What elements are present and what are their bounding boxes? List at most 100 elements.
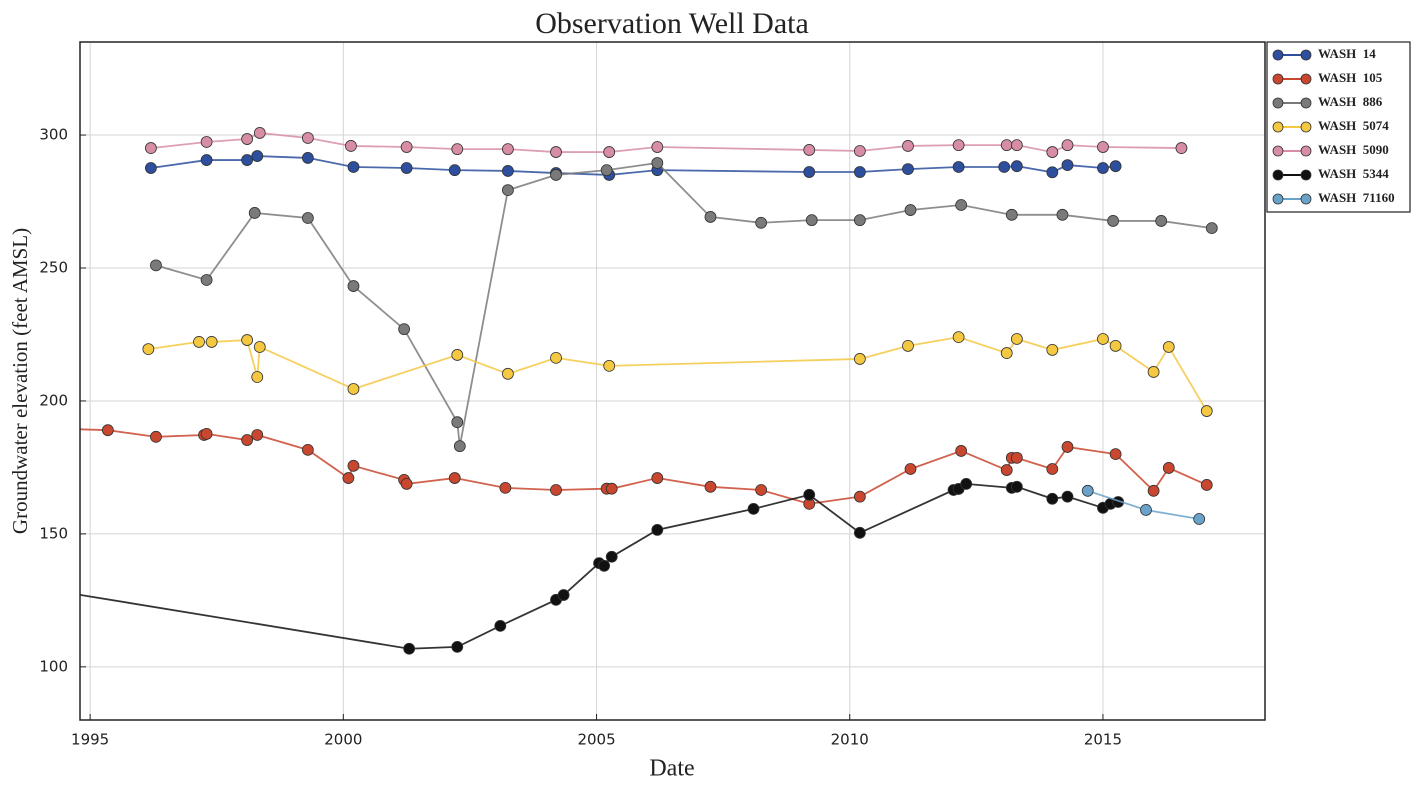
legend-marker: [1272, 49, 1284, 61]
data-point: [755, 216, 768, 229]
data-point: [952, 161, 965, 173]
x-tick-label: 2015: [1084, 731, 1122, 749]
data-point: [853, 353, 866, 365]
data-point: [1061, 441, 1074, 453]
data-point: [451, 349, 464, 361]
legend-label: WASH 105: [1318, 70, 1383, 85]
legend-marker: [1300, 193, 1312, 205]
data-point: [205, 336, 218, 348]
data-point: [142, 343, 155, 355]
legend: WASH 14 WASH 105 WASH 886 WASH 5074 WASH 509…: [1266, 41, 1411, 213]
data-point: [904, 463, 917, 475]
grid: [80, 42, 1265, 720]
data-point: [502, 143, 514, 156]
data-point: [1147, 366, 1160, 378]
data-point: [347, 459, 360, 472]
x-tick-label: 2005: [577, 731, 615, 749]
data-point: [605, 482, 618, 495]
legend-marker: [1272, 121, 1284, 133]
data-point: [1000, 139, 1013, 152]
data-point: [952, 139, 965, 152]
data-point: [605, 550, 618, 563]
data-point: [960, 477, 973, 490]
data-point: [241, 154, 254, 166]
data-point: [241, 133, 254, 145]
data-point: [253, 341, 266, 353]
data-point: [1107, 215, 1119, 227]
data-point: [651, 141, 664, 153]
data-point: [1010, 333, 1023, 345]
data-point: [448, 164, 461, 177]
data-point: [1056, 208, 1069, 221]
legend-label: WASH 5090: [1318, 142, 1389, 157]
data-point: [1010, 139, 1023, 152]
series-line: [155, 162, 1212, 447]
data-point: [400, 162, 413, 174]
legend-marker: [1300, 121, 1312, 133]
data-point: [704, 480, 717, 493]
data-point: [853, 166, 866, 178]
y-tick-label: 150: [39, 524, 68, 542]
data-point: [803, 488, 816, 501]
data-point: [755, 484, 768, 496]
series-line: [150, 132, 1182, 154]
data-point: [1010, 451, 1023, 464]
data-point: [144, 142, 157, 154]
plot-frame: [79, 41, 1266, 721]
x-tick-label: 1995: [71, 731, 109, 749]
data-point: [1046, 146, 1059, 158]
data-point: [598, 559, 611, 572]
data-point: [747, 502, 760, 515]
data-point: [1097, 141, 1109, 153]
legend-marker: [1300, 73, 1312, 85]
data-point: [955, 445, 968, 457]
data-point: [241, 434, 254, 446]
data-point: [1109, 340, 1122, 352]
data-point: [651, 523, 664, 536]
data-point: [494, 619, 507, 632]
data-point: [853, 145, 866, 157]
x-tick-label: 2000: [324, 731, 362, 749]
data-point: [1000, 347, 1013, 359]
data-point: [502, 367, 514, 380]
data-point: [150, 430, 162, 443]
legend-marker: [1272, 169, 1284, 181]
data-point: [1162, 341, 1175, 353]
data-point: [502, 165, 514, 177]
data-point: [1061, 490, 1074, 503]
data-point: [1155, 215, 1168, 227]
data-point: [704, 211, 717, 223]
data-point: [651, 472, 664, 484]
data-point: [59, 423, 70, 434]
series-line: [148, 336, 1208, 412]
data-point: [301, 443, 314, 456]
data-point: [1061, 139, 1074, 152]
data-point: [251, 371, 264, 383]
data-point: [904, 204, 917, 216]
y-tick-label: 100: [39, 657, 68, 675]
data-point: [451, 640, 464, 653]
x-axis-label: Date: [649, 756, 694, 782]
data-point: [253, 127, 266, 139]
data-point: [144, 162, 157, 174]
data-point: [398, 323, 411, 336]
data-point: [955, 199, 968, 211]
data-point: [1046, 343, 1059, 356]
data-point: [1000, 464, 1013, 476]
data-point: [345, 140, 357, 152]
data-point: [1046, 166, 1059, 179]
data-point: [1193, 513, 1206, 525]
legend-marker: [1272, 145, 1284, 157]
data-point: [1010, 160, 1023, 173]
data-point: [1175, 142, 1188, 154]
data-point: [347, 383, 360, 395]
data-point: [803, 144, 816, 156]
legend-marker: [1300, 49, 1312, 61]
data-point: [499, 481, 512, 494]
data-point: [651, 157, 664, 169]
data-point: [1109, 160, 1122, 173]
data-point: [902, 340, 914, 352]
legend-marker: [1272, 73, 1284, 85]
